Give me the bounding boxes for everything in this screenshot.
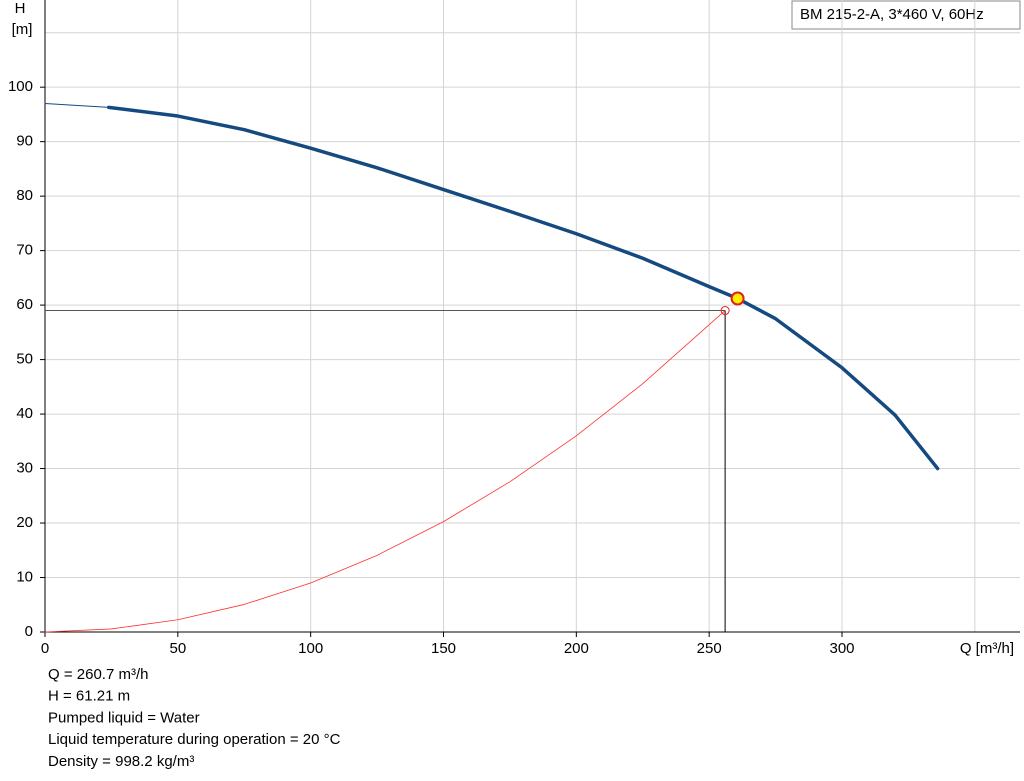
- y-tick-label: 30: [16, 460, 33, 477]
- title-box: [791, 0, 1021, 30]
- y-axis-unit: [m]: [12, 21, 33, 38]
- curve: [44, 310, 726, 633]
- x-axis-label: Q [m³/h]: [960, 640, 1014, 657]
- y-axis-label: H: [15, 0, 26, 17]
- y-tick-label: 10: [16, 568, 33, 585]
- y-tick-label: 50: [16, 351, 33, 368]
- y-tick-label: 100: [8, 78, 33, 95]
- curve: [44, 103, 110, 108]
- x-tick-label: 300: [829, 640, 854, 657]
- info-line: H = 61.21 m: [48, 688, 130, 705]
- x-tick-label: 200: [564, 640, 589, 657]
- y-tick-label: 80: [16, 187, 33, 204]
- info-line: Q = 260.7 m³/h: [48, 666, 148, 683]
- x-tick-label: 250: [697, 640, 722, 657]
- x-tick-label: 50: [169, 640, 186, 657]
- y-tick-label: 20: [16, 514, 33, 531]
- y-tick-label: 0: [25, 623, 33, 640]
- y-tick-label: 40: [16, 405, 33, 422]
- info-line: Density = 998.2 kg/m³: [48, 753, 194, 770]
- y-tick-label: 60: [16, 296, 33, 313]
- x-tick-label: 150: [431, 640, 456, 657]
- x-tick-label: 100: [298, 640, 323, 657]
- curve: [107, 105, 940, 471]
- info-line: Pumped liquid = Water: [48, 709, 200, 726]
- y-tick-label: 90: [16, 133, 33, 150]
- y-tick-label: 70: [16, 242, 33, 259]
- duty-point: [730, 291, 745, 306]
- system-point: [720, 306, 730, 316]
- chart-title: BM 215-2-A, 3*460 V, 60Hz: [800, 6, 984, 23]
- x-tick-label: 0: [41, 640, 49, 657]
- info-line: Liquid temperature during operation = 20…: [48, 731, 341, 748]
